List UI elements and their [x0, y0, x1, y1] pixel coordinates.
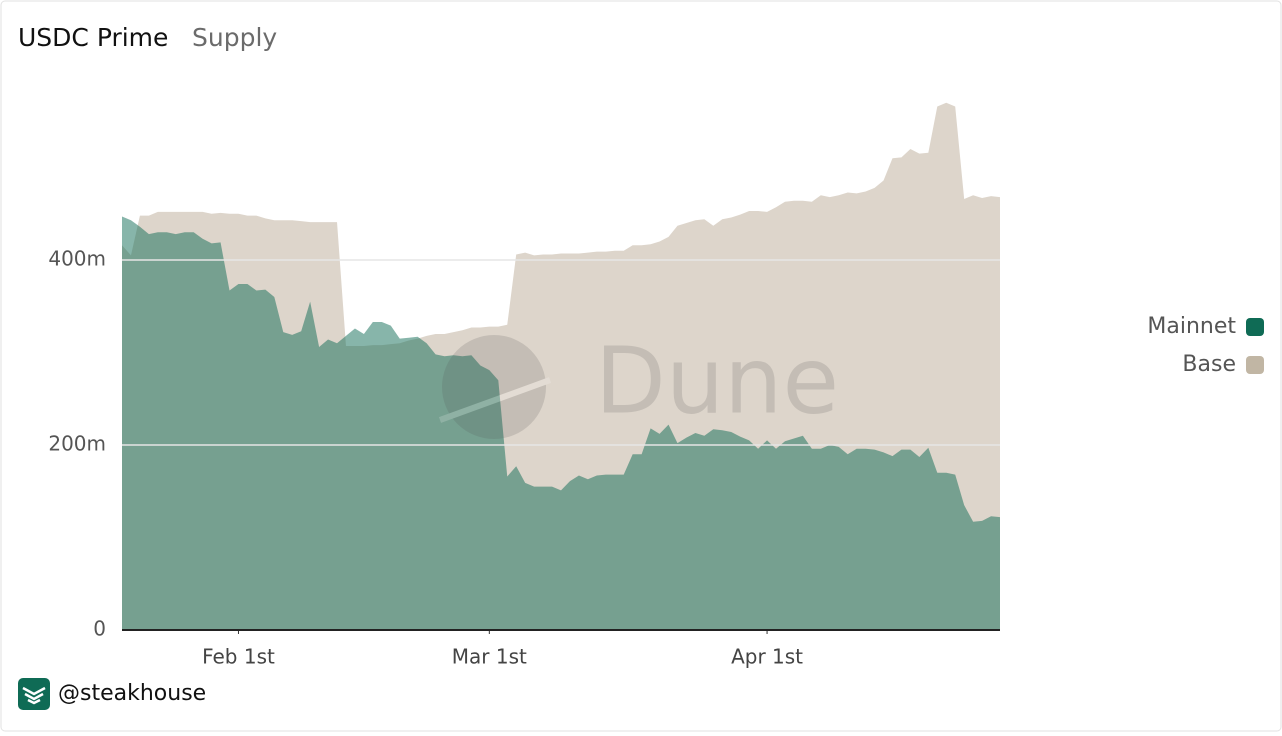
y-tick-label: 200m — [48, 432, 106, 456]
legend-swatch — [1246, 318, 1264, 336]
plot — [122, 102, 1000, 630]
x-tick-label: Feb 1st — [202, 645, 275, 669]
y-tick-label: 0 — [93, 617, 106, 641]
area — [122, 216, 1000, 630]
chart-title: USDC Prime — [18, 23, 168, 52]
x-tick-label: Mar 1st — [452, 645, 527, 669]
legend-label: Base — [1182, 352, 1236, 377]
x-tick-label: Apr 1st — [731, 645, 803, 669]
watermark: Dune — [595, 327, 839, 434]
legend-swatch — [1246, 356, 1264, 374]
footer-logo — [18, 678, 50, 710]
legend-label: Mainnet — [1147, 314, 1236, 339]
chart-subtitle: Supply — [192, 23, 277, 52]
watermark-logo — [438, 335, 552, 439]
y-tick-label: 400m — [48, 247, 106, 271]
footer: @steakhouse — [58, 681, 206, 706]
